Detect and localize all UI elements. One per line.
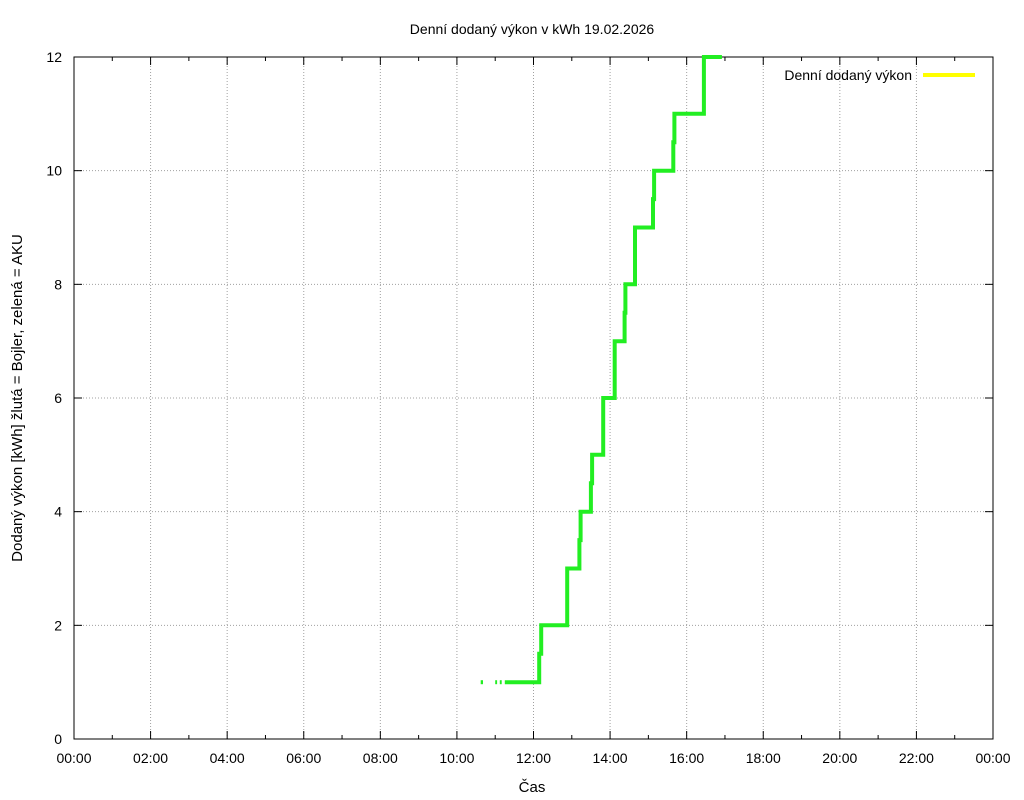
y-tick-label: 12 — [46, 49, 62, 65]
legend-label: Denní dodaný výkon — [784, 67, 912, 83]
x-tick-label: 12:00 — [516, 750, 551, 766]
x-tick-label: 18:00 — [746, 750, 781, 766]
series-layer — [480, 55, 722, 685]
y-tick-label: 0 — [54, 731, 62, 747]
x-tick-label: 22:00 — [899, 750, 934, 766]
x-tick-label: 08:00 — [363, 750, 398, 766]
x-tick-label: 06:00 — [286, 750, 321, 766]
y-tick-label: 8 — [54, 276, 62, 292]
y-tick-label: 6 — [54, 390, 62, 406]
x-tick-label: 10:00 — [439, 750, 474, 766]
legend: Denní dodaný výkon — [784, 67, 975, 83]
x-tick-label: 00:00 — [975, 750, 1010, 766]
tick-layer — [73, 56, 994, 740]
x-tick-label: 14:00 — [593, 750, 628, 766]
x-tick-label: 04:00 — [210, 750, 245, 766]
x-tick-label: 16:00 — [669, 750, 704, 766]
chart-title: Denní dodaný výkon v kWh 19.02.2026 — [410, 21, 655, 37]
series-1-line — [504, 55, 722, 685]
label-layer: 00:00 02:00 04:00 06:00 08:00 10:00 12:00 14:00… — [46, 49, 1010, 766]
x-tick-label: 20:00 — [822, 750, 857, 766]
x-axis-label: Čas — [519, 779, 546, 796]
grid-layer — [74, 57, 993, 739]
y-tick-label: 4 — [54, 504, 62, 520]
x-tick-label: 02:00 — [133, 750, 168, 766]
y-tick-label: 10 — [46, 163, 62, 179]
x-tick-label: 00:00 — [56, 750, 91, 766]
y-axis-label: Dodaný výkon [kWh] žlutá = Bojler, zelen… — [9, 234, 26, 562]
y-tick-label: 2 — [54, 617, 62, 633]
